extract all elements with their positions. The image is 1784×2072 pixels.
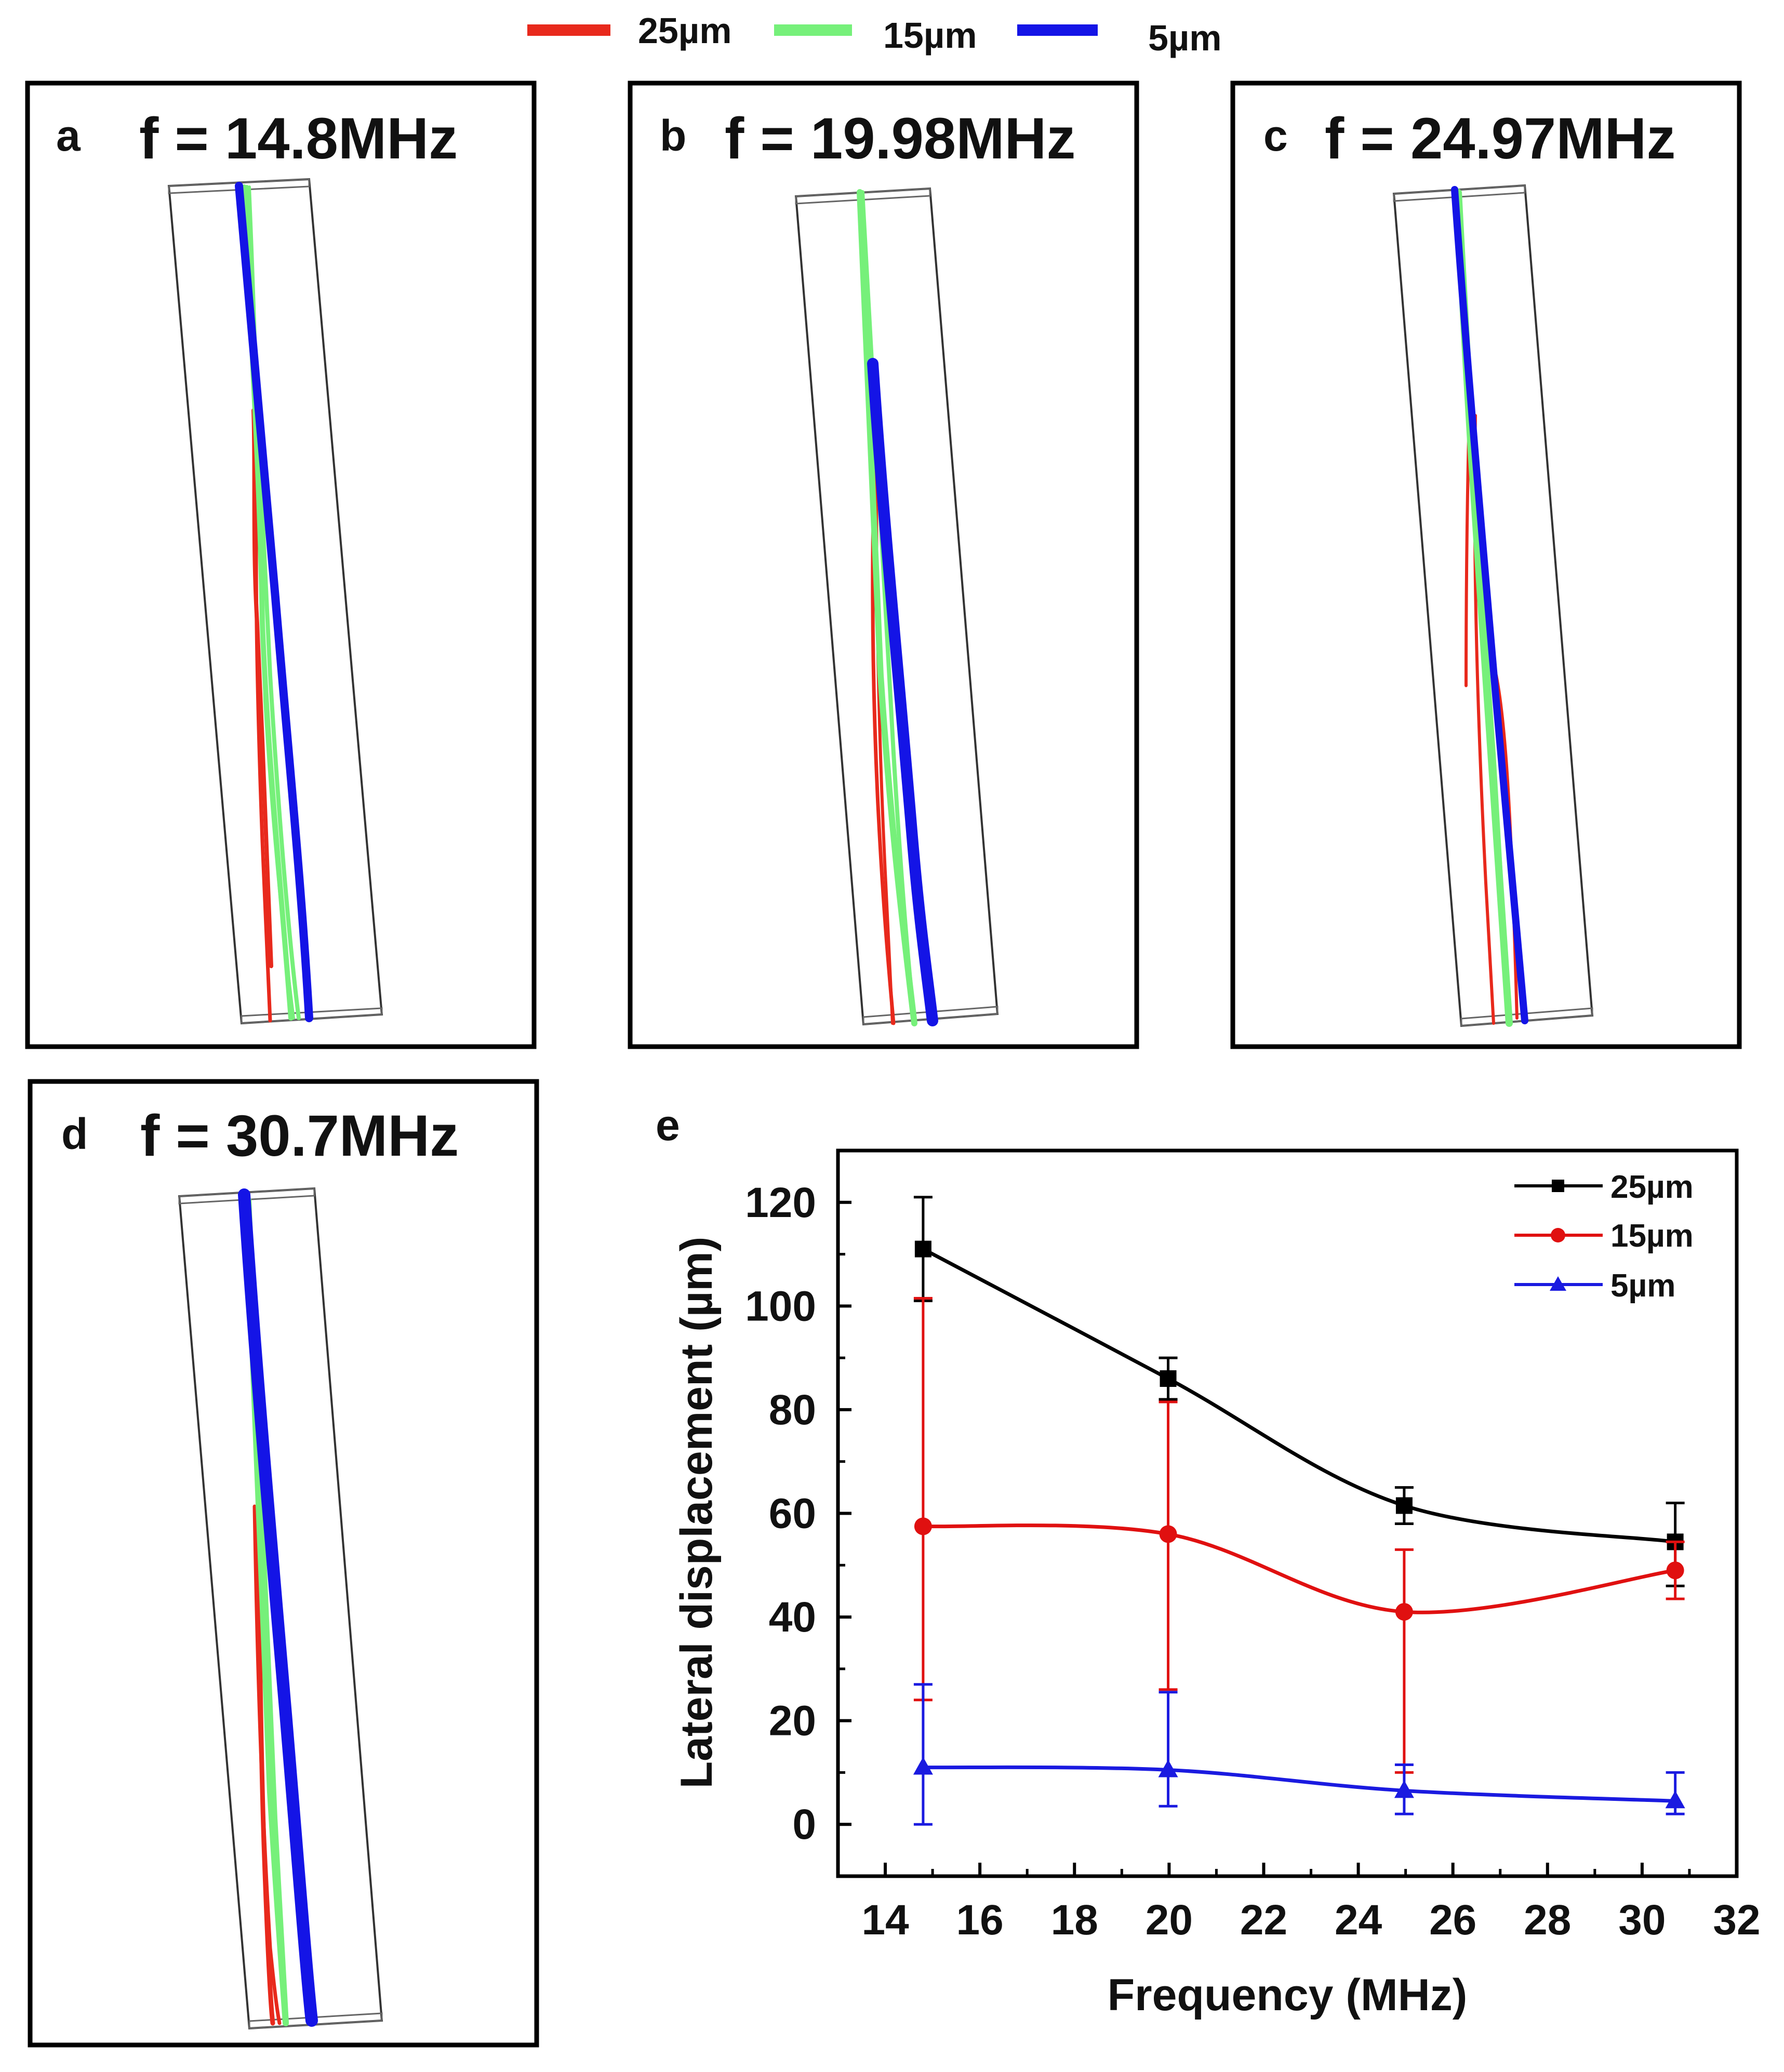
series-line-5um [923, 1765, 1675, 1803]
data-point [914, 1240, 931, 1258]
legend-swatch-25um [527, 24, 610, 36]
panel-b-frame [628, 81, 1139, 1049]
chart-legend-label-5um: 5µm [1610, 1268, 1675, 1304]
x-axis-title: Frequency (MHz) [1108, 1970, 1468, 2020]
panel-c-trajectories [1451, 186, 1528, 1027]
series-line-15um [923, 1523, 1676, 1614]
panel-b: b f = 19.98MHz [628, 81, 1139, 1049]
y-axis-title: Lateral displacement (µm) [672, 1237, 722, 1789]
x-tick-label: 16 [956, 1896, 1004, 1944]
panel-a-channel [167, 178, 383, 1025]
panel-d-letter: d [61, 1109, 88, 1158]
y-tick-label: 100 [745, 1282, 816, 1330]
panel-a: a f = 14.8MHz [25, 81, 537, 1049]
chart-legend-marker-15um [1551, 1228, 1565, 1242]
panel-a-trajectory-25um [251, 408, 273, 1023]
panel-d-trajectories [238, 1188, 318, 2027]
series-line-25um [922, 1247, 1676, 1544]
x-tick-label: 24 [1335, 1896, 1382, 1944]
x-tick-label: 22 [1240, 1896, 1287, 1944]
panel-c-trajectory-5um [1451, 186, 1528, 1024]
series-layer [913, 1196, 1685, 1826]
panel-d-trajectory-5um [238, 1188, 318, 2027]
y-tick-label: 40 [769, 1594, 816, 1641]
x-tick-label: 14 [861, 1896, 909, 1944]
panel-c-channel [1392, 184, 1594, 1027]
y-tick-label: 80 [769, 1386, 816, 1434]
x-tick-label: 18 [1051, 1896, 1098, 1944]
legend-swatch-15um [774, 24, 852, 36]
top-legend: 25µm 15µm 5µm [527, 10, 1222, 58]
panel-d-channel [178, 1187, 383, 2030]
data-point [913, 1757, 933, 1775]
panel-c-frequency: f = 24.97MHz [1325, 106, 1675, 171]
data-point [1666, 1561, 1684, 1580]
panel-a-frame [25, 81, 537, 1049]
y-tick-label: 20 [769, 1697, 816, 1745]
chart-legend-marker-25um [1552, 1180, 1564, 1192]
x-tick-label: 28 [1524, 1896, 1571, 1944]
legend-swatch-5um [1017, 24, 1098, 36]
panel-d-frame [28, 1079, 539, 2048]
series-25um [913, 1196, 1685, 1587]
chart-legend-label-15um: 15µm [1610, 1218, 1694, 1254]
panel-a-letter: a [56, 111, 81, 160]
data-point [1158, 1759, 1178, 1777]
data-point [1160, 1370, 1177, 1387]
panel-b-frequency: f = 19.98MHz [725, 106, 1075, 171]
y-tick-label: 60 [769, 1490, 816, 1538]
chart-legend-label-25um: 25µm [1610, 1169, 1694, 1205]
y-tick-label: 120 [745, 1179, 816, 1226]
panel-c-letter: c [1263, 111, 1288, 160]
x-tick-label: 26 [1429, 1896, 1476, 1944]
panel-d: d f = 30.7MHz [28, 1079, 539, 2048]
x-axis: 14 16 18 20 22 24 26 28 30 32 [861, 1863, 1761, 1944]
panel-e-letter: e [656, 1101, 680, 1149]
panel-b-trajectory-15um [857, 189, 917, 1026]
data-point [914, 1517, 932, 1535]
data-point [1394, 1780, 1414, 1798]
data-point [1159, 1525, 1177, 1543]
x-tick-label: 20 [1146, 1896, 1193, 1944]
legend-label-15um: 15µm [883, 15, 977, 56]
data-point [1665, 1790, 1685, 1809]
panel-a-frequency: f = 14.8MHz [139, 106, 458, 171]
series-15um [913, 1296, 1685, 1774]
y-axis: 0 20 40 60 80 100 120 [745, 1179, 851, 1848]
panel-b-trajectories [857, 189, 938, 1026]
data-point [1395, 1497, 1413, 1514]
panel-c-frame [1230, 81, 1742, 1049]
legend-label-25um: 25µm [638, 10, 731, 51]
panel-c: c f = 24.97MHz [1230, 81, 1742, 1049]
x-tick-label: 30 [1618, 1896, 1666, 1944]
panel-a-trajectories [235, 182, 313, 1023]
series-5um [913, 1683, 1685, 1826]
data-point [1395, 1603, 1413, 1621]
y-tick-label: 0 [792, 1801, 816, 1848]
panel-b-trajectory-5um [867, 358, 938, 1026]
legend-label-5um: 5µm [1148, 18, 1222, 58]
x-tick-label: 32 [1713, 1896, 1760, 1944]
panel-d-frequency: f = 30.7MHz [140, 1103, 459, 1168]
panel-b-letter: b [660, 111, 686, 160]
chart-legend-marker-5um [1550, 1276, 1566, 1291]
chart-legend: 25µm 15µm 5µm [1514, 1169, 1694, 1304]
panel-a-trajectory-5um [235, 182, 313, 1022]
panel-b-channel [794, 187, 999, 1026]
